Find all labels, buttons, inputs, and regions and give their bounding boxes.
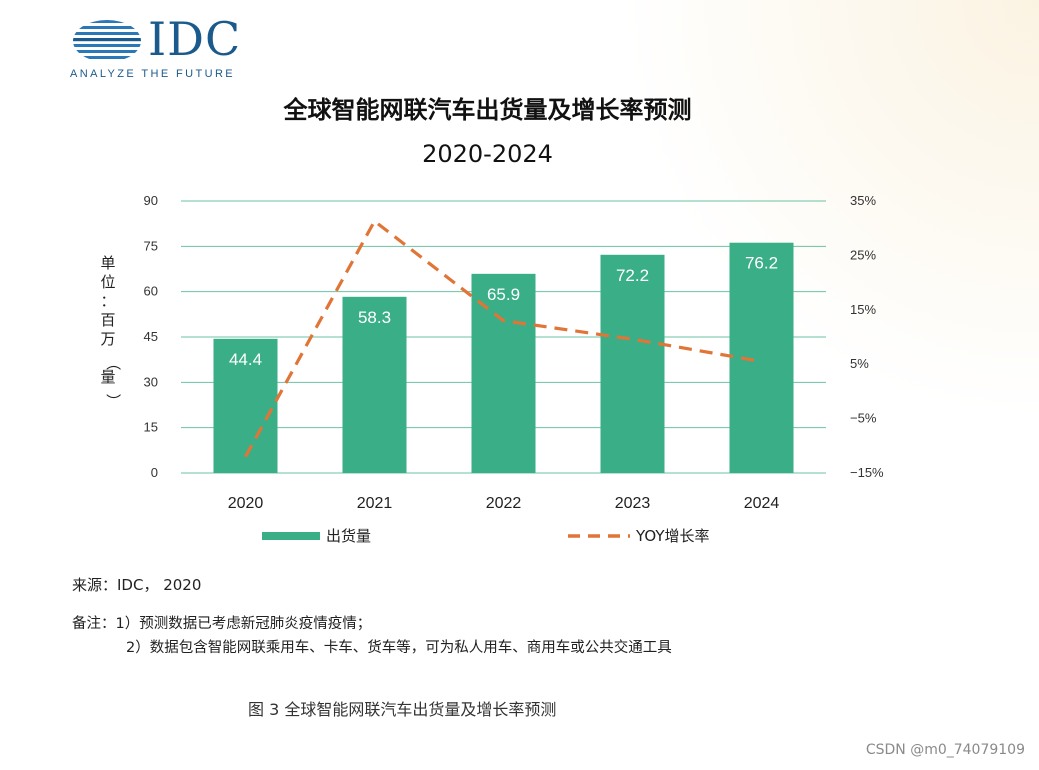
right-tick-label: 5% bbox=[850, 356, 869, 371]
left-tick-label: 75 bbox=[144, 238, 158, 253]
bar-series bbox=[213, 242, 794, 473]
x-axis-ticks: 2020 2021 2022 2023 2024 bbox=[228, 495, 780, 512]
x-tick-label: 2021 bbox=[357, 495, 393, 512]
left-tick-label: 90 bbox=[144, 193, 158, 208]
y-label-char: 量 bbox=[100, 368, 115, 386]
bar-data-label: 44.4 bbox=[229, 350, 262, 369]
right-tick-label: 15% bbox=[850, 302, 876, 317]
bar bbox=[471, 273, 536, 473]
logo-wordmark: IDC bbox=[148, 12, 242, 66]
legend-label-bar: 出货量 bbox=[326, 527, 371, 545]
remark-1: 备注：1）预测数据已考虑新冠肺炎疫情疫情； bbox=[72, 616, 372, 632]
left-tick-label: 15 bbox=[144, 420, 158, 435]
remarks: 备注：1）预测数据已考虑新冠肺炎疫情疫情； 2）数据包含智能网联乘用车、卡车、货… bbox=[72, 612, 672, 660]
y-label-char: 万 bbox=[100, 330, 115, 348]
bar-data-labels: 44.4 58.3 65.9 72.2 76.2 bbox=[229, 254, 778, 369]
bar-data-label: 72.2 bbox=[616, 266, 649, 285]
y-label-char: 百 bbox=[100, 311, 115, 329]
bar bbox=[342, 296, 407, 473]
bar bbox=[729, 242, 794, 473]
source-note: 来源：IDC， 2020 bbox=[72, 576, 202, 594]
figure-caption: 图 3 全球智能网联汽车出货量及增长率预测 bbox=[248, 700, 557, 719]
yoy-line-series bbox=[244, 219, 762, 458]
bar-data-label: 76.2 bbox=[745, 254, 778, 273]
x-tick-label: 2020 bbox=[228, 495, 264, 512]
logo-tagline: ANALYZE THE FUTURE bbox=[70, 68, 236, 80]
legend: 出货量 YOY增长率 bbox=[262, 527, 710, 545]
left-tick-label: 0 bbox=[151, 465, 158, 480]
bar bbox=[213, 338, 278, 473]
right-axis-ticks: −15% −5% 5% 15% 25% 35% bbox=[850, 193, 884, 480]
right-tick-label: −5% bbox=[850, 411, 877, 426]
left-axis-ticks: 0 15 30 45 60 75 90 bbox=[144, 193, 158, 480]
right-tick-label: 35% bbox=[850, 193, 876, 208]
idc-logo: IDC ANALYZE THE FUTURE bbox=[70, 12, 250, 82]
chart-title: 全球智能网联汽车出货量及增长率预测 bbox=[283, 96, 692, 124]
y-label-char: ） bbox=[104, 393, 122, 408]
left-tick-label: 60 bbox=[144, 284, 158, 299]
right-tick-label: −15% bbox=[850, 465, 884, 480]
x-tick-label: 2022 bbox=[486, 495, 522, 512]
remark-2: 2）数据包含智能网联乘用车、卡车、货车等，可为私人用车、商用车或公共交通工具 bbox=[126, 640, 672, 656]
globe-icon bbox=[73, 20, 141, 59]
right-tick-label: 25% bbox=[850, 247, 876, 262]
bar-data-label: 65.9 bbox=[487, 285, 520, 304]
watermark: CSDN @m0_74079109 bbox=[865, 742, 1025, 758]
y-label-char: 单 bbox=[100, 254, 115, 272]
x-tick-label: 2023 bbox=[615, 495, 651, 512]
y-label-char: （ bbox=[104, 355, 122, 370]
left-tick-label: 45 bbox=[144, 329, 158, 344]
legend-swatch-bar bbox=[262, 532, 320, 540]
y-label-char: ： bbox=[100, 292, 115, 310]
chart-subtitle: 2020-2024 bbox=[422, 140, 553, 168]
bar-data-label: 58.3 bbox=[358, 308, 391, 327]
bar bbox=[600, 254, 665, 473]
y-axis-label: 单位：百万 （量 ） bbox=[100, 254, 122, 409]
left-tick-label: 30 bbox=[144, 374, 158, 389]
y-label-char: 位 bbox=[100, 273, 115, 291]
legend-label-line: YOY增长率 bbox=[635, 527, 710, 545]
x-tick-label: 2024 bbox=[744, 495, 780, 512]
